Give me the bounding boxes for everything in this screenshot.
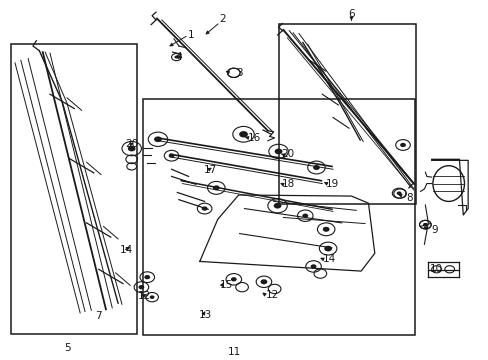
Circle shape [230, 277, 236, 282]
Text: 8: 8 [406, 193, 412, 203]
Bar [278, 23, 415, 204]
Text: 3: 3 [236, 68, 243, 78]
Text: 4: 4 [175, 52, 182, 62]
Circle shape [274, 149, 282, 154]
Text: 18: 18 [281, 179, 294, 189]
Text: 20: 20 [281, 149, 294, 159]
Circle shape [423, 223, 427, 226]
Circle shape [322, 227, 329, 232]
Text: 13: 13 [199, 310, 212, 320]
Circle shape [312, 165, 319, 170]
Text: 11: 11 [228, 347, 241, 357]
Circle shape [149, 295, 154, 299]
Text: 16: 16 [247, 133, 260, 143]
Text: 10: 10 [429, 264, 442, 274]
Text: 1: 1 [187, 30, 194, 40]
Text: 9: 9 [431, 225, 438, 235]
Circle shape [201, 206, 207, 211]
Circle shape [174, 56, 178, 59]
Text: 17: 17 [203, 165, 217, 175]
Text: 5: 5 [63, 343, 70, 353]
Text: 2: 2 [219, 14, 225, 24]
Text: 20: 20 [125, 139, 138, 149]
Text: 12: 12 [138, 291, 151, 301]
Circle shape [422, 223, 427, 226]
Text: 14: 14 [322, 254, 336, 264]
Circle shape [138, 285, 144, 289]
Bar [11, 44, 136, 334]
Circle shape [239, 131, 247, 138]
Circle shape [260, 279, 267, 284]
Circle shape [273, 203, 281, 208]
Circle shape [212, 185, 219, 190]
Text: 6: 6 [347, 9, 354, 19]
Text: 12: 12 [265, 290, 279, 300]
Text: 7: 7 [95, 311, 102, 321]
Circle shape [310, 264, 316, 269]
Text: 19: 19 [325, 179, 338, 189]
Circle shape [154, 136, 162, 142]
Circle shape [399, 143, 405, 147]
Circle shape [324, 246, 331, 251]
Circle shape [396, 192, 401, 195]
Circle shape [127, 146, 135, 152]
Circle shape [144, 275, 150, 279]
Bar [143, 99, 414, 336]
Circle shape [302, 213, 307, 218]
Text: 15: 15 [219, 280, 232, 291]
Circle shape [168, 154, 174, 158]
Text: 14: 14 [120, 245, 133, 255]
